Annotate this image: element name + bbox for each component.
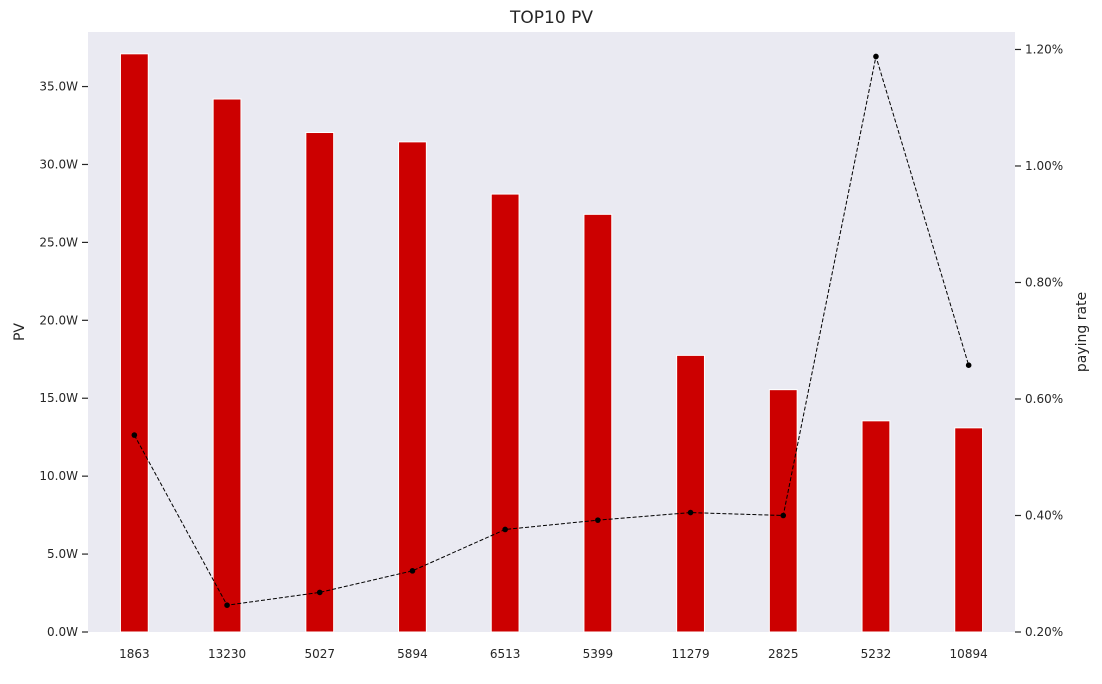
paying-rate-point-11279	[687, 509, 694, 516]
paying-rate-point-2825	[780, 512, 787, 519]
bar-5232	[861, 420, 891, 633]
y-tick-label: 35.0W	[39, 80, 78, 94]
y-tick-label: 15.0W	[39, 391, 78, 405]
y2-tick-label: 0.40%	[1025, 508, 1063, 522]
y-tick-label: 25.0W	[39, 235, 78, 249]
x-tick-label: 5027	[304, 647, 335, 661]
x-tick-label: 6513	[490, 647, 521, 661]
bar-11279	[676, 354, 705, 633]
bar-5399	[583, 213, 613, 633]
paying-rate-point-10894	[965, 362, 972, 369]
y2-tick-label: 1.20%	[1025, 42, 1063, 56]
x-tick-label: 10894	[950, 647, 988, 661]
x-tick-label: 11279	[671, 647, 709, 661]
y-tick-label: 0.0W	[47, 625, 78, 639]
y-tick-label: 5.0W	[47, 547, 78, 561]
x-axis: 1863 13230 5027 5894 6513 5399 11279 2825 5232 10…	[119, 647, 988, 661]
x-tick-label: 1863	[119, 647, 150, 661]
chart-title: TOP10 PV	[509, 8, 593, 28]
bar-10894	[954, 427, 984, 633]
paying-rate-point-6513	[502, 526, 508, 533]
y-tick-label: 10.0W	[39, 469, 78, 483]
paying-rate-line	[133, 56, 970, 606]
bar-2825	[768, 389, 798, 633]
y2-axis-title: paying rate	[1074, 292, 1090, 372]
bar-series	[119, 53, 984, 633]
paying-rate-point-5399	[595, 517, 601, 523]
paying-rate-point-13230	[224, 602, 230, 609]
bar-13230	[212, 98, 242, 633]
y2-axis: 0.20% 0.40% 0.60% 0.80% 1.00% 1.20%	[1015, 42, 1063, 639]
paying-rate-point-1863	[131, 432, 138, 438]
y-tick-label: 30.0W	[39, 157, 78, 171]
x-tick-label: 5232	[861, 647, 892, 661]
bar-5027	[305, 132, 335, 633]
x-tick-label: 13230	[208, 647, 246, 661]
paying-rate-point-5232	[873, 53, 879, 60]
paying-rate-point-5027	[316, 589, 323, 596]
y2-tick-label: 0.20%	[1025, 625, 1063, 639]
y-axis: 0.0W 5.0W 10.0W 15.0W 20.0W 25.0W 30.0W 35.0W	[39, 80, 88, 639]
bar-1863	[119, 53, 149, 633]
paying-rate-point-5894	[409, 568, 416, 574]
bar-6513	[490, 193, 520, 633]
y-axis-title: PV	[12, 323, 28, 341]
x-tick-label: 5894	[397, 647, 428, 661]
y-tick-label: 20.0W	[39, 313, 78, 327]
bar-5894	[398, 141, 427, 633]
y2-tick-label: 0.60%	[1025, 392, 1063, 406]
y2-tick-label: 0.80%	[1025, 275, 1063, 289]
line-series	[131, 53, 972, 609]
x-tick-label: 5399	[583, 647, 614, 661]
x-tick-label: 2825	[768, 647, 799, 661]
y2-tick-label: 1.00%	[1025, 159, 1063, 173]
